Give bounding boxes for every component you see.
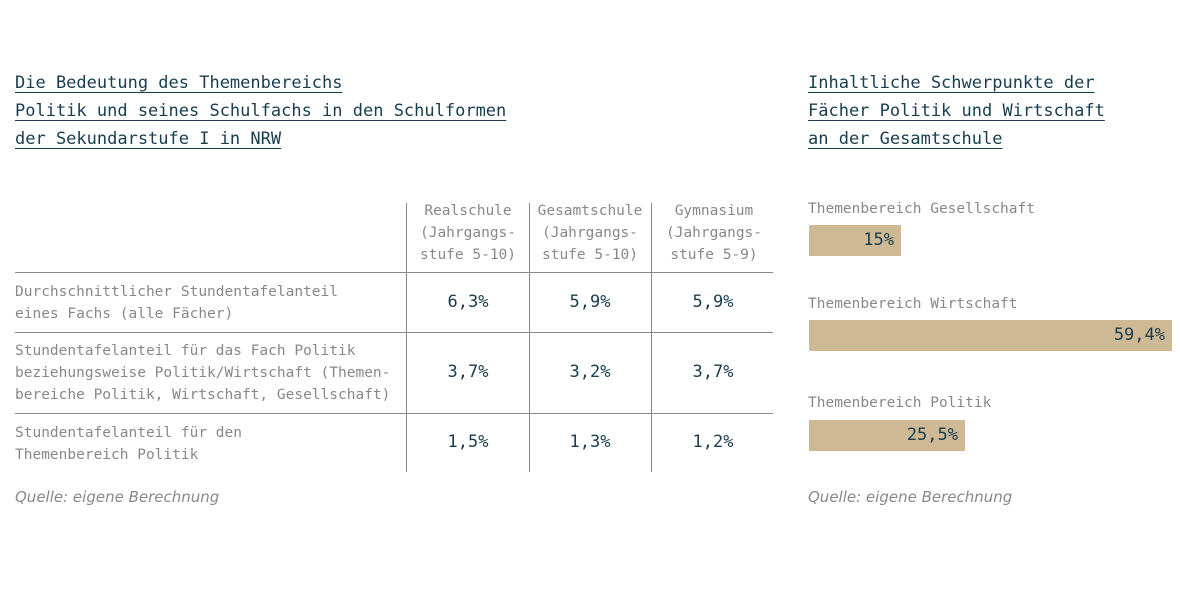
column-divider — [651, 203, 652, 472]
bar-category-label: Themenbereich Politik — [808, 395, 992, 411]
row-label-line: Themenbereich Politik — [15, 447, 199, 463]
table-cell: 1,2% — [692, 432, 734, 452]
row-label-line: Durchschnittlicher Stundentafelanteil — [15, 284, 339, 300]
table-title-line: der Sekundarstufe I in NRW — [15, 129, 282, 149]
table-cell: 1,3% — [569, 432, 611, 452]
column-header-line: Gymnasium — [674, 203, 754, 219]
column-header-line: stufe 5-10) — [541, 247, 639, 263]
chart-title-line: Inhaltliche Schwerpunkte der — [808, 73, 1095, 93]
column-header-line: (Jahrgangs- — [541, 225, 639, 241]
table-title: Die Bedeutung des Themenbereichs Politik… — [15, 69, 506, 153]
row-divider — [15, 332, 773, 333]
table-cell: 1,5% — [447, 432, 489, 452]
row-label-fach-politik: Stundentafelanteil für das Fach Politik … — [15, 340, 390, 406]
row-label-line: beziehungsweise Politik/Wirtschaft (Them… — [15, 365, 391, 381]
bar: 15% — [809, 225, 901, 256]
table-title-line: Politik und seines Schulfachs in den Sch… — [15, 101, 507, 121]
column-header-realschule: Realschule (Jahrgangs- stufe 5-10) — [407, 200, 529, 272]
column-header-line: (Jahrgangs- — [419, 225, 517, 241]
bar: 59,4% — [809, 320, 1172, 351]
bar: 25,5% — [809, 420, 965, 451]
table-cell: 3,2% — [569, 362, 611, 382]
column-header-line: stufe 5-10) — [419, 247, 517, 263]
table-cell: 5,9% — [692, 292, 734, 312]
column-divider — [406, 203, 407, 472]
bar-value-label: 15% — [863, 230, 894, 250]
chart-title: Inhaltliche Schwerpunkte der Fächer Poli… — [808, 69, 1105, 153]
chart-title-line: an der Gesamtschule — [808, 129, 1003, 149]
table-title-line: Die Bedeutung des Themenbereichs — [15, 73, 343, 93]
chart-source-note: Quelle: eigene Berechnung — [808, 488, 1013, 506]
row-label-line: eines Fachs (alle Fächer) — [15, 306, 234, 322]
row-divider — [15, 272, 773, 273]
row-label-line: bereiche Politik, Wirtschaft, Gesellscha… — [15, 387, 391, 403]
column-header-line: stufe 5-9) — [670, 247, 758, 263]
table-cell: 5,9% — [569, 292, 611, 312]
bar-value-label: 59,4% — [1113, 325, 1165, 345]
row-label-themenbereich-politik: Stundentafelanteil für den Themenbereich… — [15, 422, 242, 466]
row-label-durchschnitt: Durchschnittlicher Stundentafelanteil ei… — [15, 281, 338, 325]
column-header-line: Gesamtschule — [537, 203, 643, 219]
bar-value-label: 25,5% — [906, 425, 958, 445]
column-header-gymnasium: Gymnasium (Jahrgangs- stufe 5-9) — [653, 200, 775, 272]
table-cell: 6,3% — [447, 292, 489, 312]
table-cell: 3,7% — [447, 362, 489, 382]
column-divider — [529, 203, 530, 472]
column-header-line: (Jahrgangs- — [665, 225, 763, 241]
bar-category-label: Themenbereich Wirtschaft — [808, 296, 1018, 312]
column-header-gesamtschule: Gesamtschule (Jahrgangs- stufe 5-10) — [529, 200, 651, 272]
bar-category-label: Themenbereich Gesellschaft — [808, 201, 1035, 217]
row-label-line: Stundentafelanteil für das Fach Politik — [15, 343, 356, 359]
column-header-line: Realschule — [424, 203, 512, 219]
row-divider — [15, 413, 773, 414]
stundentafel-table: Realschule (Jahrgangs- stufe 5-10) Gesam… — [15, 200, 773, 472]
chart-title-line: Fächer Politik und Wirtschaft — [808, 101, 1105, 121]
row-label-line: Stundentafelanteil für den — [15, 425, 242, 441]
table-cell: 3,7% — [692, 362, 734, 382]
table-source-note: Quelle: eigene Berechnung — [15, 488, 220, 506]
